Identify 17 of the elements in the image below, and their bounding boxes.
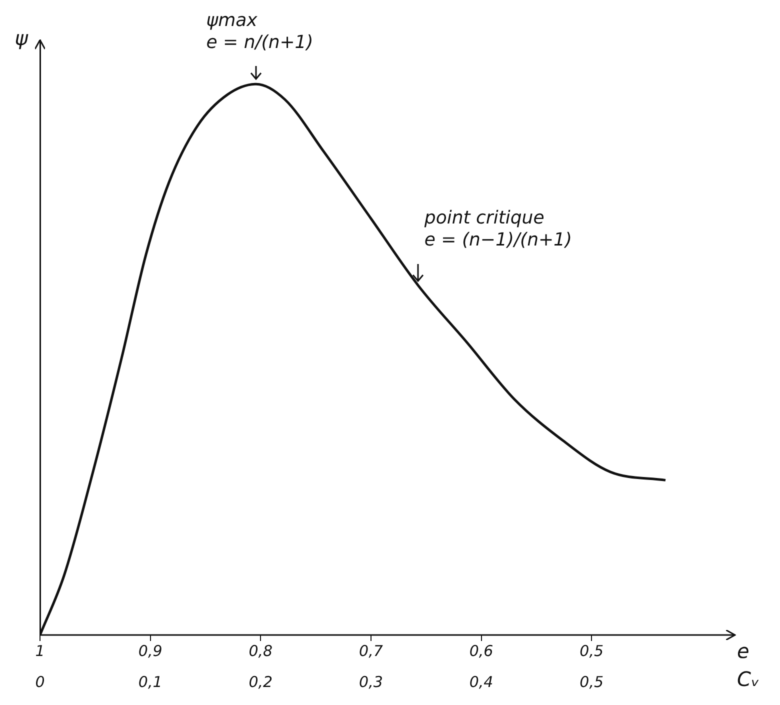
x-tick-label: 0,1 — [138, 672, 162, 691]
y-axis-title: ψ — [14, 26, 29, 50]
x-tick-label: 0,3 — [359, 672, 383, 691]
annotation: point critique e = (n−1)/(n+1) — [423, 208, 572, 251]
x2-tick-label: 0,7 — [359, 642, 384, 660]
annotation: ψmax e = n/(n+1) — [206, 10, 314, 54]
x2-axis-title: e — [737, 639, 750, 664]
x2-tick-label: 0,8 — [248, 642, 273, 660]
x2-tick-label: 0,9 — [138, 642, 162, 660]
x2-tick-label: 0,6 — [469, 642, 494, 660]
x-tick-label: 0,2 — [248, 672, 273, 691]
x-tick-label: 0,4 — [469, 672, 494, 691]
x2-tick-label: 1 — [35, 642, 45, 660]
x2-tick-label: 0,5 — [580, 642, 604, 660]
x-tick-label: 0 — [35, 672, 45, 691]
x-tick-label: 0,5 — [580, 672, 604, 691]
x-axis-title: Cᵥ — [737, 667, 760, 692]
